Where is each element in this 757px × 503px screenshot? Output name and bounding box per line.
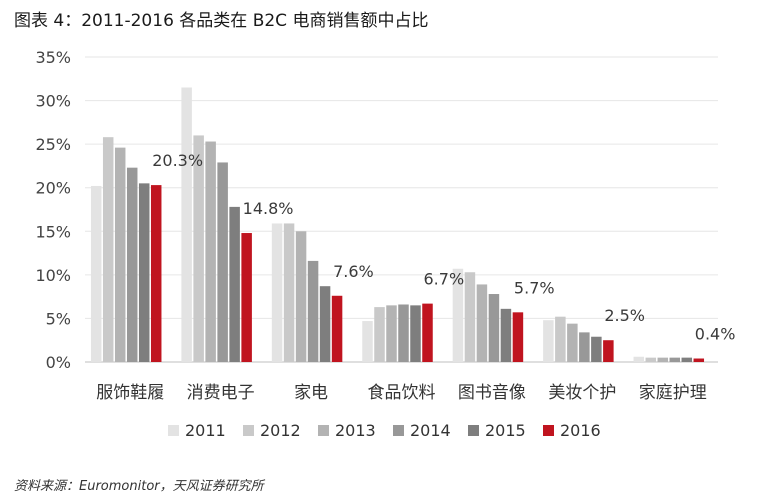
data-label: 6.7% (424, 270, 465, 289)
bar (488, 294, 500, 362)
bar (555, 316, 566, 362)
bar (150, 185, 162, 362)
legend-swatch (318, 425, 329, 436)
bar (591, 336, 602, 362)
y-tick-label: 10% (35, 266, 71, 285)
data-label: 7.6% (333, 262, 374, 281)
x-category-label: 食品饮料 (368, 383, 436, 403)
data-label: 14.8% (243, 199, 294, 218)
bar (464, 272, 476, 362)
bar (319, 286, 331, 362)
bar (126, 167, 138, 362)
y-tick-label: 15% (35, 222, 71, 241)
data-label: 2.5% (604, 306, 645, 325)
bar (283, 223, 295, 362)
x-category-label: 美妆个护 (548, 383, 616, 403)
y-tick-label: 30% (35, 92, 71, 111)
bars (90, 87, 705, 362)
bar (512, 312, 524, 362)
bar (422, 303, 433, 362)
x-category-label: 服饰鞋履 (96, 383, 164, 403)
bar (452, 268, 464, 362)
source-note: 资料来源：Euromonitor，天风证券研究所 (14, 479, 264, 494)
data-label: 20.3% (152, 151, 203, 170)
bar (193, 135, 204, 362)
bar (398, 304, 409, 362)
legend-swatch (243, 425, 254, 436)
legend-swatch (468, 425, 479, 436)
bar (603, 340, 614, 362)
bar-chart: 0% 5% 10% 15% 20% 25% 30% 35% 20.3% 14.8% 7.6% 6.7… (35, 48, 735, 440)
bar (410, 305, 421, 362)
y-axis-ticks: 0% 5% 10% 15% 20% 25% 30% 35% (35, 48, 71, 372)
legend-label: 2014 (410, 421, 451, 440)
x-category-label: 家电 (294, 383, 328, 403)
y-tick-label: 25% (35, 135, 71, 154)
bar (102, 137, 114, 362)
y-tick-label: 35% (35, 48, 71, 67)
legend-label: 2012 (260, 421, 301, 440)
bar (500, 308, 512, 362)
bar (567, 323, 578, 362)
legend-swatch (543, 425, 554, 436)
bar (295, 231, 307, 362)
bar (633, 356, 645, 362)
bar (114, 147, 126, 362)
bar (181, 87, 192, 362)
bar (90, 185, 102, 362)
legend-label: 2015 (485, 421, 526, 440)
x-category-label: 消费电子 (187, 383, 255, 403)
x-category-label: 图书音像 (458, 383, 526, 403)
legend-swatch (168, 425, 179, 436)
bar (217, 162, 228, 362)
x-category-label: 家庭护理 (639, 383, 707, 403)
legend-label: 2016 (560, 421, 601, 440)
bar (386, 305, 397, 362)
bar (271, 223, 283, 362)
bar (229, 206, 240, 362)
bar (331, 295, 343, 362)
bar (241, 233, 252, 362)
bar (657, 357, 669, 362)
bar (681, 357, 693, 362)
bar (362, 321, 373, 362)
y-tick-label: 20% (35, 179, 71, 198)
data-labels: 20.3% 14.8% 7.6% 6.7% 5.7% 2.5% 0.4% (152, 151, 735, 343)
bar (374, 307, 385, 362)
data-label: 0.4% (695, 325, 736, 344)
y-tick-label: 5% (46, 309, 71, 328)
bar (476, 284, 488, 362)
legend: 2011 2012 2013 2014 2015 2016 (168, 421, 601, 440)
legend-label: 2011 (185, 421, 226, 440)
data-label: 5.7% (514, 278, 555, 297)
y-tick-label: 0% (46, 353, 71, 372)
page-title: 图表 4：2011-2016 各品类在 B2C 电商销售额中占比 (14, 11, 429, 31)
bar (138, 183, 150, 362)
x-axis-categories: 服饰鞋履 消费电子 家电 食品饮料 图书音像 美妆个护 家庭护理 (96, 383, 707, 403)
legend-label: 2013 (335, 421, 376, 440)
bar (205, 141, 216, 362)
bar (693, 358, 705, 362)
bar (579, 332, 590, 362)
bar (543, 320, 554, 362)
bar (645, 357, 657, 362)
bar (669, 357, 681, 362)
legend-swatch (393, 425, 404, 436)
bar (307, 260, 319, 362)
